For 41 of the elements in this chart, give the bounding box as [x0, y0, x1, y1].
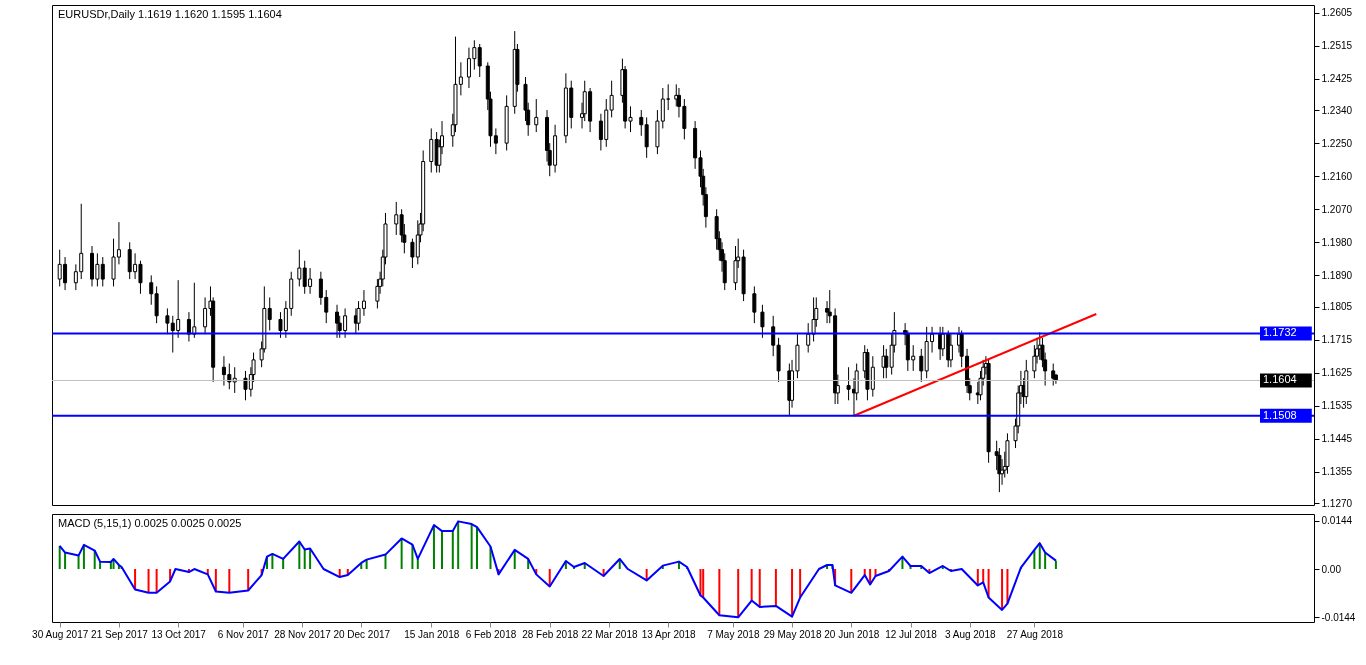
y-tick-label: 1.1890 [1321, 269, 1353, 281]
x-tick-label: 29 May 2018 [763, 628, 822, 640]
y-tick-label: 1.1270 [1321, 497, 1353, 509]
y-tick-label: 1.1355 [1321, 466, 1353, 478]
y-tick-label: 1.2515 [1321, 40, 1353, 52]
x-tick-label: 3 Aug 2018 [944, 628, 996, 640]
x-tick-label: 20 Dec 2017 [333, 628, 391, 640]
x-tick-label: 6 Feb 2018 [465, 628, 517, 640]
x-tick-label: 27 Aug 2018 [1006, 628, 1064, 640]
y-tick-label: 1.2340 [1321, 104, 1353, 116]
y-tick-label: 0.0144 [1321, 515, 1353, 527]
y-tick-label: 0.00 [1321, 563, 1342, 575]
ref-line-label: 1.1732 [1263, 326, 1297, 339]
x-tick-label: 22 Mar 2018 [581, 628, 638, 640]
x-tick-label: 21 Sep 2017 [91, 628, 149, 640]
chart-title: EURUSDr,Daily 1.1619 1.1620 1.1595 1.1604 [58, 8, 282, 20]
y-tick-label: 1.2605 [1321, 7, 1353, 19]
y-tick-label: 1.1980 [1321, 236, 1353, 248]
x-tick-label: 13 Oct 2017 [151, 628, 207, 640]
x-tick-label: 30 Aug 2017 [32, 628, 89, 640]
x-tick-label: 7 May 2018 [707, 628, 760, 640]
chart-title: MACD (5,15,1) 0.0025 0.0025 0.0025 [58, 517, 242, 529]
ref-line-label: 1.1508 [1263, 408, 1297, 421]
y-tick-label: 1.1445 [1321, 433, 1353, 445]
x-tick-label: 13 Apr 2018 [641, 628, 697, 640]
y-tick-label: 1.1805 [1321, 301, 1353, 313]
x-tick-label: 6 Nov 2017 [217, 628, 270, 640]
x-tick-label: 12 Jul 2018 [885, 628, 938, 640]
y-tick-label: -0.0144 [1321, 611, 1356, 623]
y-tick-label: 1.2250 [1321, 137, 1353, 149]
y-tick-label: 1.2425 [1321, 73, 1353, 85]
y-tick-label: 1.1625 [1321, 367, 1353, 379]
y-tick-label: 1.2160 [1321, 170, 1353, 182]
x-tick-label: 20 Jun 2018 [824, 628, 880, 640]
y-tick-label: 1.1715 [1321, 334, 1353, 346]
x-tick-label: 15 Jan 2018 [404, 628, 460, 640]
ref-line-label: 1.1604 [1263, 373, 1297, 386]
x-tick-label: 28 Feb 2018 [522, 628, 579, 640]
x-tick-label: 28 Nov 2017 [274, 628, 332, 640]
y-tick-label: 1.1535 [1321, 400, 1353, 412]
y-tick-label: 1.2070 [1321, 203, 1353, 215]
